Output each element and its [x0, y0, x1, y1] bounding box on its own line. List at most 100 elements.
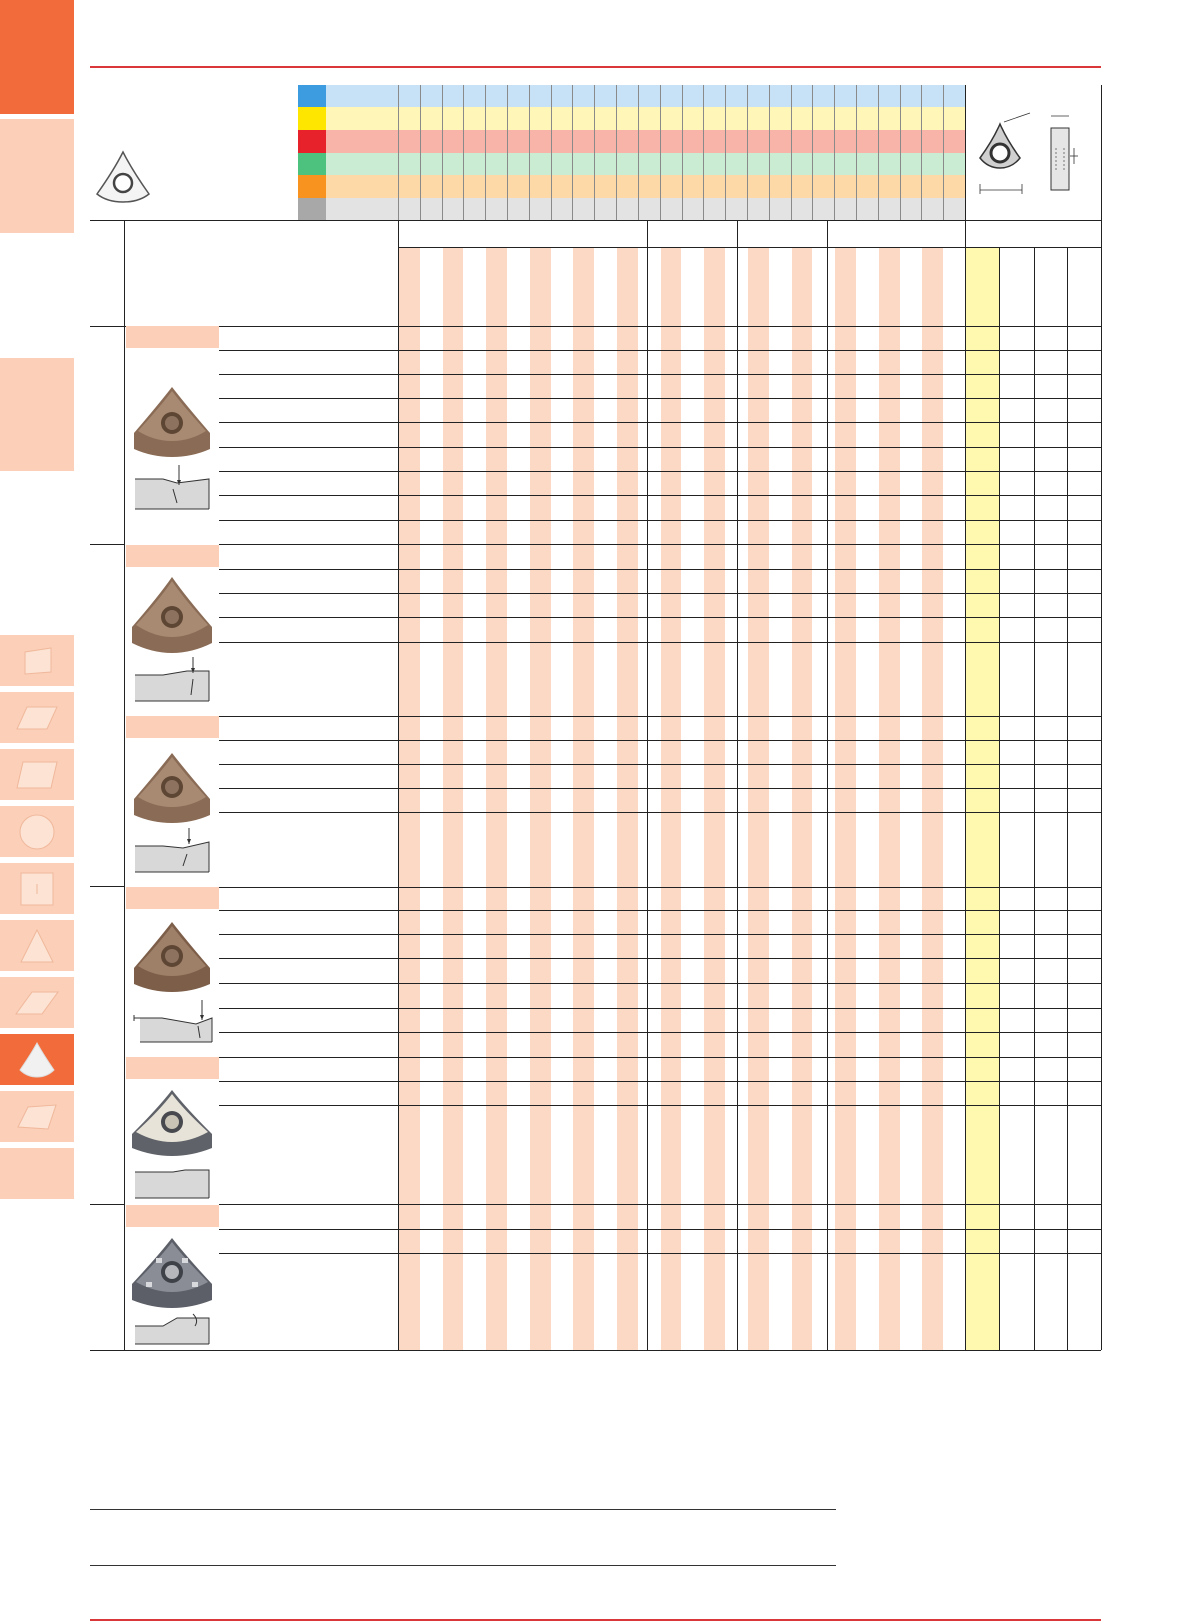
table-row-line	[219, 398, 1101, 399]
chipbreaker-label-2	[126, 545, 219, 567]
band-column-divider	[637, 85, 639, 220]
side-tab-trigon[interactable]	[0, 1034, 74, 1085]
yellow-column	[965, 247, 999, 1350]
swatch-n	[298, 153, 326, 175]
chipbreaker-label-1	[126, 326, 219, 348]
side-tab-last[interactable]	[0, 1148, 74, 1199]
table-row-line	[219, 1105, 1101, 1106]
dim-col-divider-1	[999, 247, 1000, 1350]
table-row-line	[219, 1032, 1101, 1033]
side-tab-third[interactable]	[0, 358, 74, 471]
group-line-1	[90, 544, 125, 545]
table-row-line	[219, 520, 1101, 521]
dim-col-divider-3	[1067, 247, 1068, 1350]
grade-column-stripe	[878, 247, 900, 1350]
dim-col-divider-2	[1034, 247, 1035, 1350]
grey-chipbreaker-e-icon	[132, 1238, 212, 1308]
grade-column-stripe	[399, 247, 420, 1350]
pentagon-insert-icon	[17, 1103, 57, 1130]
band-column-divider	[419, 85, 421, 220]
table-row-line	[219, 447, 1101, 448]
grade-block-divider-2	[737, 220, 738, 1350]
band-column-divider	[616, 85, 618, 220]
grade-block-divider-1	[647, 220, 648, 1350]
footnote-rule-2	[90, 1565, 836, 1566]
triangle-insert-icon	[20, 928, 54, 962]
profile-diagram-4	[133, 1000, 213, 1043]
header-bottom-line	[90, 326, 1101, 327]
side-tab-triangle[interactable]	[0, 920, 74, 971]
grade-column-stripe	[573, 247, 595, 1350]
round-insert-icon	[19, 814, 55, 849]
band-column-divider	[398, 85, 399, 220]
table-row-line	[219, 350, 1101, 351]
parallelogram-insert-icon	[16, 706, 58, 729]
swatch-m	[298, 107, 326, 130]
profile-diagram-3	[135, 828, 210, 873]
side-tab-parallelogram[interactable]	[0, 692, 74, 743]
band-s	[298, 175, 965, 198]
grade-column-stripe	[791, 247, 813, 1350]
table-row-line	[219, 887, 1101, 888]
table-row-line	[219, 593, 1101, 594]
band-column-divider	[507, 85, 509, 220]
grade-column-stripe	[529, 247, 551, 1350]
grade-column-stripe	[747, 247, 769, 1350]
trigon-insert-icon	[19, 1041, 55, 1078]
band-column-divider	[812, 85, 814, 220]
table-row-line	[219, 1204, 1101, 1205]
rhombic-insert-icon	[16, 761, 58, 788]
grade-subheader-line	[398, 247, 1101, 248]
table-row-line	[219, 471, 1101, 472]
table-row-line	[219, 788, 1101, 789]
side-tab-rectangle[interactable]	[0, 863, 74, 914]
table-top-line	[90, 220, 1101, 221]
band-n	[298, 153, 965, 175]
grade-column-stripe	[486, 247, 508, 1350]
bottom-rule	[90, 1619, 1101, 1621]
band-column-divider	[877, 85, 879, 220]
band-column-divider	[659, 85, 661, 220]
band-column-divider	[528, 85, 530, 220]
band-column-divider	[855, 85, 857, 220]
rectangle-insert-icon	[20, 872, 54, 905]
table-row-line	[219, 544, 1101, 545]
band-column-divider	[746, 85, 748, 220]
chipbreaker-label-4	[126, 887, 219, 909]
group-line-2	[90, 886, 125, 887]
table-row-line	[219, 958, 1101, 959]
band-column-divider	[943, 85, 945, 220]
chipbreaker-label-6	[126, 1205, 219, 1227]
band-column-divider	[681, 85, 683, 220]
grade-column-stripe	[617, 247, 638, 1350]
side-tab-top[interactable]	[0, 0, 74, 114]
band-p	[298, 85, 965, 107]
grey-flat-top-icon	[132, 1090, 212, 1156]
brown-chipbreaker-b-icon	[132, 577, 212, 653]
table-row-line	[219, 569, 1101, 570]
table-row-line	[219, 422, 1101, 423]
side-tab-rhombic[interactable]	[0, 749, 74, 800]
code-column-divider	[398, 220, 399, 1350]
grade-column-stripe	[835, 247, 856, 1350]
band-column-divider	[703, 85, 705, 220]
grade-column-stripe	[660, 247, 682, 1350]
table-row-line	[219, 716, 1101, 717]
profile-diagram-2	[135, 657, 210, 702]
side-tab-second[interactable]	[0, 119, 74, 233]
side-tab-rhombic-35[interactable]	[0, 977, 74, 1028]
table-row-line	[219, 495, 1101, 496]
table-row-line	[219, 1008, 1101, 1009]
table-row-line	[219, 910, 1101, 911]
dimension-drawing-icon	[979, 112, 1078, 194]
side-tab-round[interactable]	[0, 806, 74, 857]
grade-column-stripe	[922, 247, 944, 1350]
table-row-line	[219, 764, 1101, 765]
rhombic-35-insert-icon	[15, 991, 59, 1014]
side-tab-pentagon[interactable]	[0, 1091, 74, 1142]
band-m	[298, 107, 965, 130]
side-tab-square[interactable]	[0, 635, 74, 686]
band-column-divider	[921, 85, 923, 220]
trigon-shape-icon	[95, 150, 151, 203]
profile-diagram-6	[135, 1313, 210, 1345]
